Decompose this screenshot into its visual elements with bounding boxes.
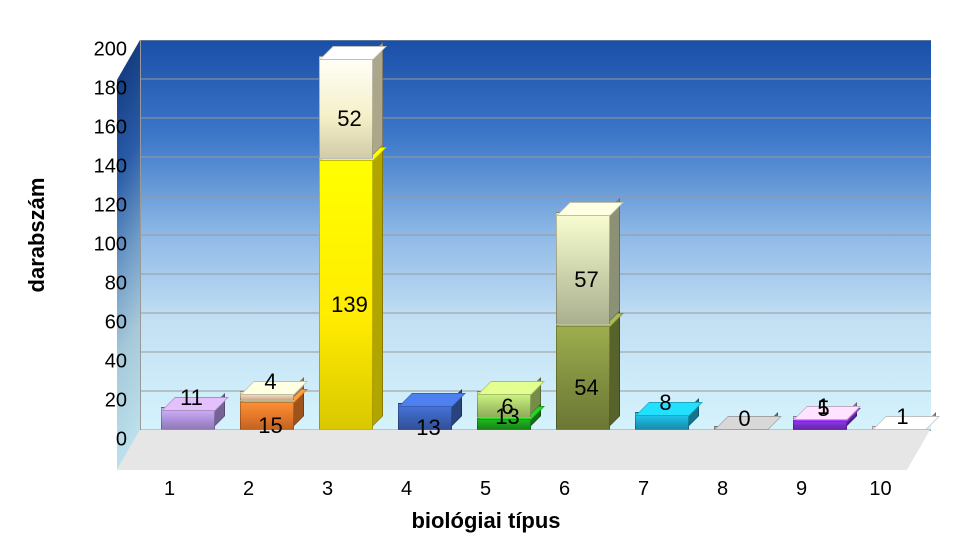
x-tick-label: 3 (322, 478, 333, 501)
bar-value-label: 13 (495, 404, 519, 430)
y-tick-label: 120 (87, 195, 127, 218)
bar-value-label: 1 (896, 404, 908, 430)
x-tick-label: 2 (243, 478, 254, 501)
y-tick-label: 200 (87, 39, 127, 62)
bar-value-label: 139 (331, 292, 368, 318)
x-axis-label: biológiai típus (0, 508, 972, 534)
bar-value-label: 8 (659, 390, 671, 416)
y-tick-label: 40 (87, 351, 127, 374)
y-tick-label: 180 (87, 78, 127, 101)
bar-value-label: 4 (264, 369, 276, 395)
bar-value-label: 0 (738, 406, 750, 432)
bar-value-label: 11 (180, 385, 203, 411)
bar-segment (635, 414, 687, 430)
x-tick-label: 10 (869, 478, 891, 501)
plot-floor (117, 430, 930, 470)
bar-value-label: 52 (337, 106, 361, 132)
x-tick-label: 4 (401, 478, 412, 501)
bars-layer (141, 40, 931, 430)
y-tick-label: 160 (87, 117, 127, 140)
plot-back-wall (140, 40, 931, 431)
stacked-bar-chart: 020406080100120140160180200 12345678910 … (0, 0, 972, 537)
y-tick-label: 60 (87, 312, 127, 335)
y-tick-label: 100 (87, 234, 127, 257)
x-tick-label: 1 (164, 478, 175, 501)
bar-segment (161, 409, 213, 430)
bar-value-label: 15 (258, 413, 282, 439)
y-axis-label: darabszám (24, 178, 50, 293)
bar-value-label: 57 (574, 267, 598, 293)
bar-value-label: 54 (574, 375, 598, 401)
bar-value-label: 13 (416, 415, 440, 441)
y-tick-label: 0 (87, 429, 127, 452)
x-tick-label: 5 (480, 478, 491, 501)
x-tick-label: 7 (638, 478, 649, 501)
x-tick-label: 9 (796, 478, 807, 501)
y-tick-label: 20 (87, 390, 127, 413)
bar-value-label: 1 (817, 394, 829, 420)
y-tick-label: 80 (87, 273, 127, 296)
x-tick-label: 6 (559, 478, 570, 501)
y-tick-label: 140 (87, 156, 127, 179)
x-tick-label: 8 (717, 478, 728, 501)
